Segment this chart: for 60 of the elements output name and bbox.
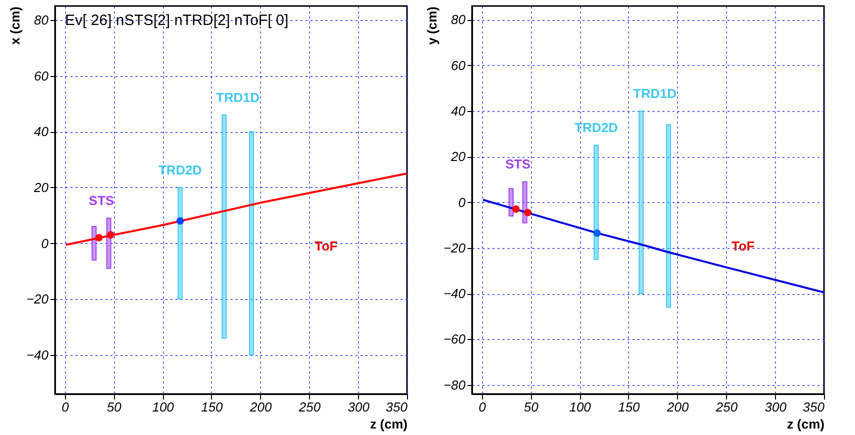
x-tick-label: 150	[201, 400, 224, 414]
x-tick-label: 250	[298, 400, 322, 414]
bar	[508, 188, 514, 216]
y-tick-label: 0	[41, 236, 50, 251]
x-tick-label: 300	[764, 400, 788, 414]
x-axis-title: z (cm)	[786, 416, 824, 432]
point	[512, 205, 520, 213]
bar	[92, 226, 97, 261]
bar	[178, 186, 183, 300]
x-tick-label: 50	[524, 400, 540, 414]
y-tick-label: 20	[450, 149, 466, 164]
y-tick-label: 80	[34, 12, 50, 28]
line-series	[482, 199, 824, 294]
y-tick-label: −60	[443, 332, 466, 347]
series-label: TRD1D	[633, 86, 677, 101]
y-tick-label: 40	[451, 103, 466, 118]
point	[95, 234, 103, 242]
x-tick-label: 250	[714, 400, 738, 414]
y-tick-label: 60	[34, 68, 50, 84]
y-tick-label: 80	[451, 12, 466, 28]
point	[593, 229, 601, 237]
x-tick-label: 100	[569, 400, 592, 414]
y-axis-title: y (cm)	[424, 6, 440, 45]
y-tick-label: 60	[451, 58, 466, 73]
x-tick-label: 350	[386, 400, 408, 414]
chart-title: Ev[ 26] nSTS[2] nTRD[2] nToF[ 0]	[65, 12, 288, 29]
x-tick-label: 0	[478, 400, 487, 414]
bar	[594, 144, 599, 260]
x-tick-label: 300	[348, 400, 370, 414]
bar	[249, 131, 254, 356]
y-tick-label: −40	[443, 286, 466, 302]
series-label: TRD1D	[216, 90, 260, 105]
y-tick-label: −20	[443, 240, 466, 256]
bar	[222, 114, 227, 339]
point	[176, 217, 184, 225]
y-tick-label: −80	[443, 377, 466, 392]
x-tick-label: 50	[106, 400, 122, 414]
x-tick-label: 200	[666, 400, 690, 414]
x-tick-label: 350	[802, 400, 826, 414]
series-label: STS	[505, 156, 531, 172]
point	[524, 208, 532, 216]
x-tick-label: 150	[618, 400, 641, 414]
bar	[666, 124, 672, 308]
point	[107, 231, 114, 239]
annotation: ToF	[732, 238, 755, 254]
y-tick-label: 20	[33, 180, 50, 195]
y-tick-label: −40	[26, 347, 50, 362]
y-axis-title: x (cm)	[7, 6, 22, 45]
x-tick-label: 100	[152, 400, 175, 414]
x-axis-title: z (cm)	[370, 416, 408, 432]
series-label: TRD2D	[158, 162, 202, 178]
series-label: TRD2D	[574, 120, 618, 136]
annotation: ToF	[314, 238, 338, 254]
series-label: STS	[88, 193, 114, 208]
x-tick-label: 0	[62, 400, 70, 414]
x-tick-label: 200	[248, 400, 272, 414]
y-tick-label: 0	[458, 194, 466, 210]
y-tick-label: 40	[34, 124, 50, 140]
bar	[638, 110, 644, 294]
y-tick-label: −20	[26, 292, 50, 307]
